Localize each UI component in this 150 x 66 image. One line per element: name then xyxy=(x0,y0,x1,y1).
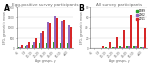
Bar xyxy=(26,45,28,48)
Bar xyxy=(33,42,35,48)
X-axis label: Age groups, y: Age groups, y xyxy=(35,59,55,63)
Bar xyxy=(126,46,128,48)
Bar xyxy=(130,15,132,48)
Bar xyxy=(134,46,135,48)
Bar xyxy=(128,46,130,48)
Bar xyxy=(114,47,116,48)
Title: Egg-positive survey participants: Egg-positive survey participants xyxy=(12,3,78,7)
Bar xyxy=(69,25,70,48)
Bar xyxy=(105,47,107,48)
Title: All survey participants: All survey participants xyxy=(96,3,142,7)
Legend: 1989, 2002, 2011: 1989, 2002, 2011 xyxy=(136,9,146,21)
Y-axis label: EPG, geometric mean: EPG, geometric mean xyxy=(3,11,7,44)
Text: B: B xyxy=(78,4,84,13)
X-axis label: Age groups, y: Age groups, y xyxy=(109,59,129,63)
Bar xyxy=(52,42,54,48)
Bar xyxy=(42,31,44,48)
Bar xyxy=(142,47,144,48)
Bar xyxy=(35,38,37,48)
Bar xyxy=(39,43,41,48)
Bar xyxy=(32,45,33,48)
Bar xyxy=(63,20,65,48)
Bar xyxy=(123,30,125,48)
Bar xyxy=(121,47,123,48)
Text: A: A xyxy=(4,4,10,13)
Bar xyxy=(61,21,63,48)
Bar xyxy=(54,16,56,48)
Bar xyxy=(45,43,48,48)
Bar xyxy=(24,46,26,48)
Bar xyxy=(112,47,114,48)
Bar xyxy=(20,47,21,48)
Bar xyxy=(60,43,62,48)
Bar xyxy=(50,23,51,48)
Bar xyxy=(70,27,72,48)
Bar xyxy=(144,28,146,48)
Bar xyxy=(135,46,137,48)
Bar xyxy=(137,20,139,48)
Bar xyxy=(18,47,20,48)
Bar xyxy=(109,42,111,48)
Bar xyxy=(48,22,50,48)
Bar xyxy=(67,43,69,48)
Bar xyxy=(40,33,42,48)
Bar xyxy=(119,46,121,48)
Bar xyxy=(116,37,118,48)
Y-axis label: EPG, geometric mean: EPG, geometric mean xyxy=(80,11,84,44)
Bar xyxy=(56,18,58,48)
Bar xyxy=(102,46,104,48)
Bar xyxy=(21,45,23,48)
Bar xyxy=(28,42,30,48)
Bar xyxy=(140,47,142,48)
